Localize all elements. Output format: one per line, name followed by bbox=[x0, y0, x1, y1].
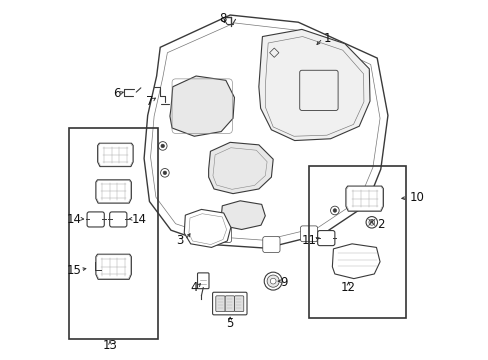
Circle shape bbox=[332, 209, 336, 212]
Circle shape bbox=[264, 272, 282, 290]
Circle shape bbox=[160, 168, 169, 177]
Text: 7: 7 bbox=[145, 95, 153, 108]
FancyBboxPatch shape bbox=[300, 226, 317, 242]
Polygon shape bbox=[144, 15, 387, 248]
FancyBboxPatch shape bbox=[215, 296, 224, 312]
Circle shape bbox=[330, 206, 339, 215]
Polygon shape bbox=[98, 143, 133, 167]
Text: 2: 2 bbox=[376, 218, 384, 231]
FancyBboxPatch shape bbox=[214, 226, 231, 242]
FancyBboxPatch shape bbox=[262, 237, 280, 252]
Polygon shape bbox=[208, 142, 273, 194]
Polygon shape bbox=[332, 244, 379, 279]
Text: 13: 13 bbox=[102, 339, 117, 352]
Circle shape bbox=[158, 141, 167, 150]
Polygon shape bbox=[169, 76, 234, 136]
Circle shape bbox=[161, 144, 164, 148]
FancyBboxPatch shape bbox=[87, 212, 104, 227]
Circle shape bbox=[270, 278, 276, 284]
Text: 12: 12 bbox=[340, 281, 355, 294]
FancyBboxPatch shape bbox=[224, 296, 234, 312]
Circle shape bbox=[366, 217, 377, 228]
Polygon shape bbox=[345, 186, 383, 211]
Polygon shape bbox=[184, 210, 230, 247]
Bar bbox=[69, 128, 158, 338]
Text: 15: 15 bbox=[66, 264, 81, 277]
Text: 10: 10 bbox=[408, 192, 424, 204]
Circle shape bbox=[266, 275, 279, 287]
FancyBboxPatch shape bbox=[234, 296, 244, 312]
Circle shape bbox=[368, 220, 374, 225]
Text: 5: 5 bbox=[226, 317, 233, 330]
Polygon shape bbox=[96, 254, 131, 279]
Polygon shape bbox=[258, 30, 369, 140]
Text: 14: 14 bbox=[66, 213, 81, 226]
Text: 14: 14 bbox=[131, 213, 146, 226]
FancyBboxPatch shape bbox=[197, 273, 208, 289]
Text: 1: 1 bbox=[323, 32, 330, 45]
Text: 11: 11 bbox=[301, 234, 316, 247]
Text: 8: 8 bbox=[219, 12, 226, 25]
Polygon shape bbox=[221, 201, 265, 229]
Text: 4: 4 bbox=[190, 281, 198, 294]
Polygon shape bbox=[96, 180, 131, 203]
Bar bbox=[308, 166, 405, 318]
FancyBboxPatch shape bbox=[109, 212, 126, 227]
Circle shape bbox=[163, 171, 166, 175]
Text: 6: 6 bbox=[113, 87, 121, 100]
Text: 3: 3 bbox=[176, 234, 183, 247]
FancyBboxPatch shape bbox=[212, 292, 246, 315]
Text: 9: 9 bbox=[280, 276, 287, 289]
FancyBboxPatch shape bbox=[317, 230, 334, 246]
